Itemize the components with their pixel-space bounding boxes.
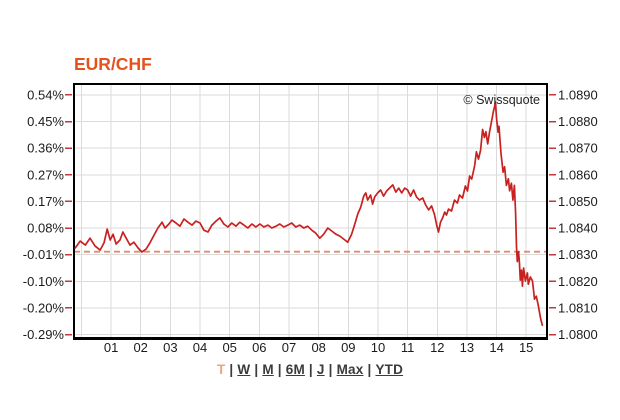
y-axis-price-label: 1.0850 <box>558 194 598 209</box>
y-axis-price-label: 1.0880 <box>558 114 598 129</box>
x-axis-hour-label: 06 <box>252 340 266 355</box>
x-axis-hour-label: 07 <box>282 340 296 355</box>
plot-border <box>73 83 548 339</box>
x-axis-hour-label: 05 <box>222 340 236 355</box>
grid-layer <box>74 84 547 338</box>
x-axis-hour-label: 03 <box>163 340 177 355</box>
range-separator: | <box>277 362 282 377</box>
y-axis-pct-label: -0.29% <box>23 327 65 342</box>
y-axis-price-label: 1.0870 <box>558 141 598 156</box>
y-axis-price-label: 1.0860 <box>558 167 598 182</box>
range-option-Max[interactable]: Max <box>336 362 364 377</box>
x-axis-hour-label: 11 <box>401 340 415 355</box>
y-axis-pct-label: 0.54% <box>27 87 64 102</box>
x-axis-hour-label: 04 <box>193 340 207 355</box>
x-axis-hour-label: 13 <box>460 340 474 355</box>
range-option-J[interactable]: J <box>316 362 325 377</box>
range-selector: T | W | M | 6M | J | Max | YTD <box>0 362 620 377</box>
y-axis-price-label: 1.0830 <box>558 247 598 262</box>
axis-layer: 0.54% 1.0890 0.45% 1.0880 0.36% 1.0870 0.27% 1.… <box>23 83 598 355</box>
range-option-6M[interactable]: 6M <box>285 362 305 377</box>
y-axis-price-label: 1.0820 <box>558 274 598 289</box>
y-axis-pct-label: 0.17% <box>27 194 64 209</box>
series-layer <box>74 100 544 327</box>
range-separator: | <box>308 362 313 377</box>
x-axis-hour-label: 08 <box>311 340 325 355</box>
y-axis-pct-label: -0.20% <box>23 300 65 315</box>
y-axis-pct-label: 0.27% <box>27 167 64 182</box>
range-separator: | <box>229 362 234 377</box>
copyright-label: © Swissquote <box>463 93 540 107</box>
range-option-M[interactable]: M <box>262 362 274 377</box>
y-axis-price-label: 1.0800 <box>558 327 598 342</box>
y-axis-pct-label: -0.01% <box>23 247 65 262</box>
y-axis-pct-label: -0.10% <box>23 274 65 289</box>
price-line-series <box>74 100 544 327</box>
range-option-W[interactable]: W <box>237 362 251 377</box>
range-option-YTD[interactable]: YTD <box>375 362 404 377</box>
x-axis-hour-label: 12 <box>430 340 444 355</box>
y-axis-pct-label: 0.45% <box>27 114 64 129</box>
x-axis-hour-label: 09 <box>341 340 355 355</box>
chart-title: EUR/CHF <box>74 54 152 74</box>
x-axis-hour-label: 02 <box>133 340 147 355</box>
y-axis-price-label: 1.0890 <box>558 87 598 102</box>
x-axis-hour-label: 01 <box>104 340 118 355</box>
range-option-T[interactable]: T <box>216 362 226 377</box>
y-axis-pct-label: 0.36% <box>27 141 64 156</box>
range-separator: | <box>367 362 372 377</box>
x-axis-hour-label: 15 <box>519 340 533 355</box>
y-axis-price-label: 1.0810 <box>558 300 598 315</box>
range-separator: | <box>254 362 259 377</box>
y-axis-price-label: 1.0840 <box>558 221 598 236</box>
x-axis-hour-label: 10 <box>371 340 385 355</box>
range-separator: | <box>328 362 333 377</box>
y-axis-pct-label: 0.08% <box>27 221 64 236</box>
x-axis-hour-label: 14 <box>489 340 503 355</box>
